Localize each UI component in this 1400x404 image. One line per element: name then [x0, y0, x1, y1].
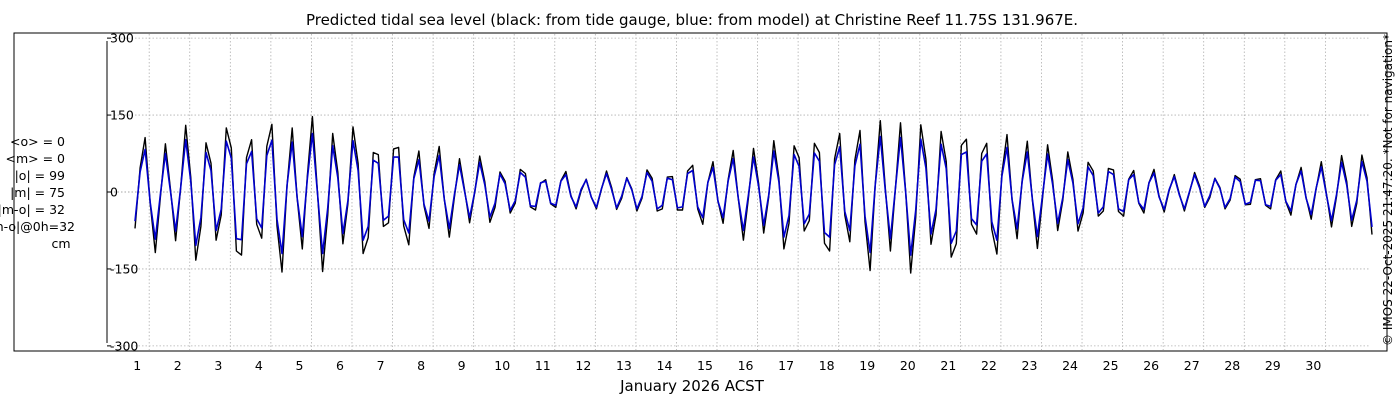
x-tick-label-16: 16	[738, 358, 754, 373]
series-line-model	[134, 132, 1373, 256]
x-tick-label-10: 10	[494, 358, 510, 373]
stat-abs-diff: |m-o| = 32	[0, 202, 65, 217]
x-tick-label-24: 24	[1062, 358, 1078, 373]
series-line-tide-gauge	[134, 115, 1373, 274]
x-tick-label-4: 4	[255, 358, 263, 373]
x-tick-label-23: 23	[1022, 358, 1038, 373]
stat-unit: cm	[51, 236, 70, 251]
x-tick-label-26: 26	[1143, 358, 1159, 373]
chart-frame	[13, 32, 1388, 352]
x-tick-label-5: 5	[295, 358, 303, 373]
x-tick-label-25: 25	[1103, 358, 1119, 373]
stat-abs-observed: |o| = 99	[15, 168, 65, 183]
y-tick-label--150: -150	[110, 261, 138, 276]
x-tick-label-27: 27	[1184, 358, 1200, 373]
x-tick-label-6: 6	[336, 358, 344, 373]
x-tick-label-28: 28	[1224, 358, 1240, 373]
x-tick-label-19: 19	[859, 358, 875, 373]
stats-panel: <o> = 0 <m> = 0 |o| = 99 |m| = 75 |m-o| …	[0, 134, 75, 251]
x-tick-label-12: 12	[575, 358, 591, 373]
x-tick-label-29: 29	[1265, 358, 1281, 373]
x-tick-label-7: 7	[377, 358, 385, 373]
x-axis-label: January 2026 ACST	[619, 377, 765, 395]
x-tick-label-18: 18	[819, 358, 835, 373]
x-tick-label-9: 9	[458, 358, 466, 373]
stat-mean-model: <m> = 0	[6, 151, 66, 166]
y-tick-label-0: 0	[110, 185, 118, 200]
x-tick-label-3: 3	[214, 358, 222, 373]
series-lines	[134, 115, 1373, 274]
axes	[106, 37, 111, 347]
y-tick-label--300: -300	[110, 338, 138, 353]
x-tick-label-14: 14	[657, 358, 673, 373]
x-tick-label-1: 1	[133, 358, 141, 373]
stat-mean-observed: <o> = 0	[10, 134, 65, 149]
x-tick-label-22: 22	[981, 358, 997, 373]
x-tick-label-2: 2	[174, 358, 182, 373]
chart-title: Predicted tidal sea level (black: from t…	[306, 11, 1078, 29]
stat-abs-diff-0h: |m-o|@0h=32	[0, 219, 75, 234]
x-tick-label-13: 13	[616, 358, 632, 373]
x-tick-label-20: 20	[900, 358, 916, 373]
x-tick-label-11: 11	[535, 358, 551, 373]
x-tick-label-17: 17	[778, 358, 794, 373]
y-tick-label-300: 300	[110, 31, 134, 46]
x-tick-label-30: 30	[1305, 358, 1321, 373]
x-tick-label-21: 21	[940, 358, 956, 373]
x-tick-label-8: 8	[417, 358, 425, 373]
stat-abs-model: |m| = 75	[10, 185, 65, 200]
x-tick-label-15: 15	[697, 358, 713, 373]
credit-text: © IMOS 22-Oct-2025 21:47:20. *Not for na…	[1381, 34, 1395, 346]
y-tick-label-150: 150	[110, 108, 134, 123]
